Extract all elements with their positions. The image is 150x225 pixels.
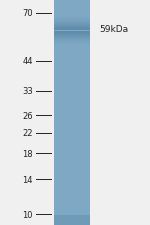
Bar [54,22,90,23]
Text: 14: 14 [22,175,33,184]
Bar [54,27,90,28]
Bar [54,19,90,20]
Text: 10: 10 [22,210,33,219]
Text: 18: 18 [22,149,33,158]
Bar [54,26,90,27]
Bar [54,30,90,31]
Bar [54,31,90,32]
Bar [54,25,90,26]
Bar [54,39,90,40]
Text: 22: 22 [22,128,33,137]
Text: 44: 44 [22,57,33,66]
Bar [54,42,90,43]
Bar [54,34,90,35]
Bar [54,36,90,37]
Text: 70: 70 [22,9,33,18]
Bar [54,38,90,39]
Bar [54,21,90,22]
Bar [54,44,90,45]
Bar [54,20,90,21]
Bar [54,0,90,225]
Bar [54,37,90,38]
Bar [54,35,90,36]
Text: 26: 26 [22,111,33,120]
Bar [54,28,90,29]
Text: 59kDa: 59kDa [99,25,128,34]
Bar [54,41,90,42]
Bar [54,216,90,225]
Text: kDa: kDa [15,0,33,1]
Bar [54,43,90,44]
Bar [54,32,90,33]
Bar [54,18,90,19]
Bar [54,29,90,30]
Bar [54,40,90,41]
Bar [54,23,90,24]
Bar [54,33,90,34]
Bar [54,24,90,25]
Text: 33: 33 [22,87,33,96]
